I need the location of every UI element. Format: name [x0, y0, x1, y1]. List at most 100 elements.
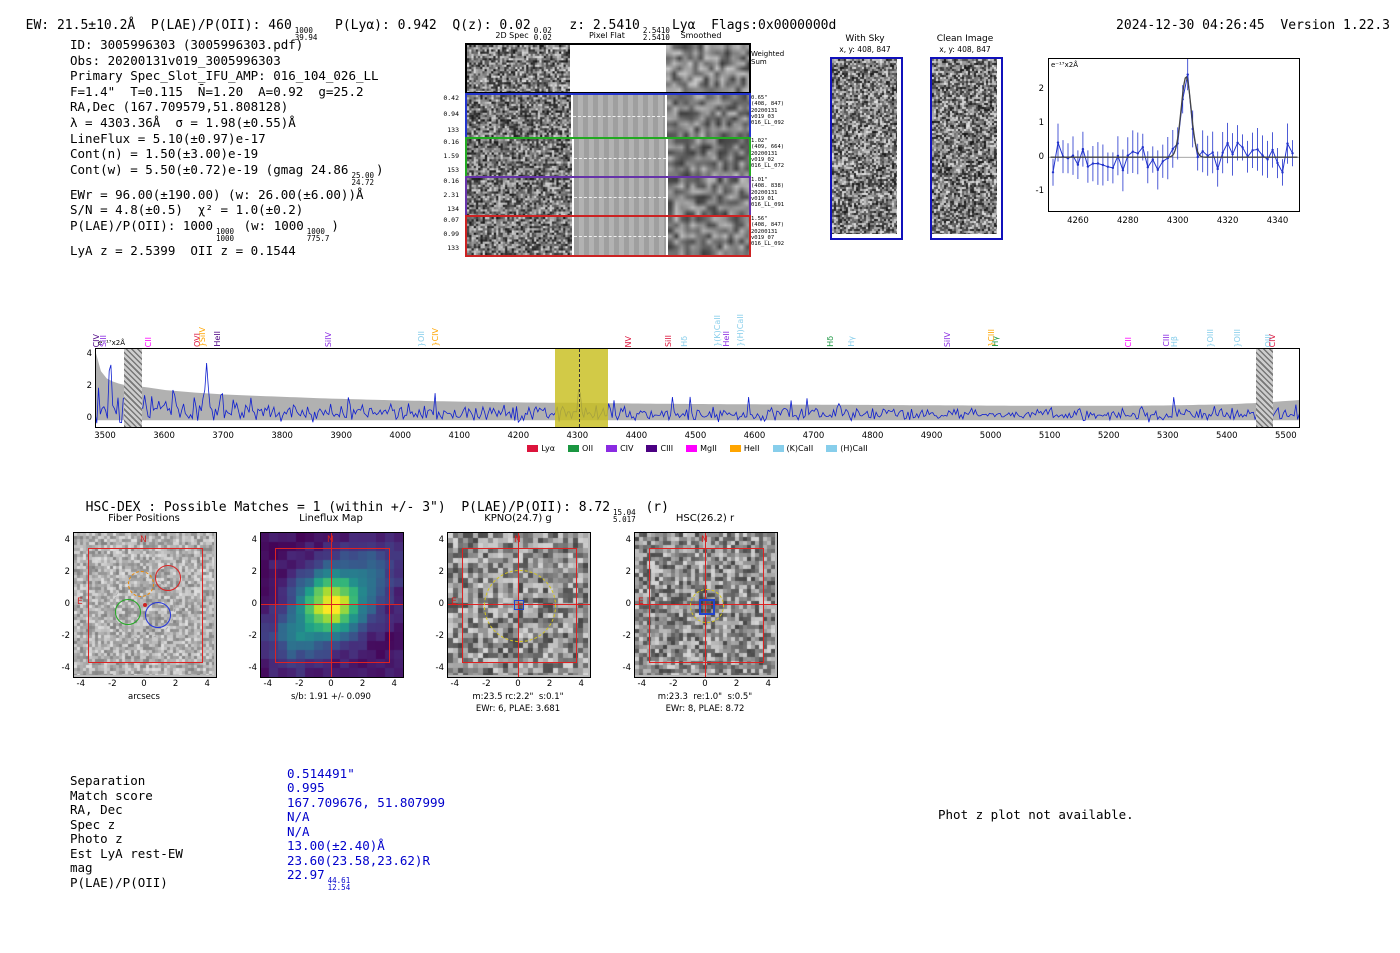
- fiber-row-values: 0.07 0.99 133: [437, 215, 461, 253]
- ann-line: 1.01": [751, 177, 768, 183]
- match-value-score: 0.995: [287, 780, 325, 795]
- info-wavelength: λ = 4303.36Å σ = 1.98(±0.55)Å: [70, 114, 296, 130]
- legend-item: (H)CaII: [826, 444, 868, 453]
- crosshair-horizontal: [261, 604, 403, 605]
- info-slot: Primary Spec_Slot_IFU_AMP: 016_104_026_L…: [70, 68, 379, 84]
- zoom-x-tick-label: 4320: [1216, 216, 1239, 226]
- ann-line: v019_01: [751, 195, 775, 202]
- legend-swatch: [826, 445, 838, 452]
- spec2d-weighted-row: [465, 43, 751, 94]
- catalog-object-marker: [699, 599, 715, 615]
- cutout-x-tick-label: -2: [295, 679, 304, 689]
- info-cont-w: Cont(w) = 5.50(±0.72)e-19 (gmag 24.86 25.…: [70, 162, 384, 187]
- catalog-match-suffix: (r): [637, 500, 669, 515]
- north-compass-label: N: [327, 535, 334, 545]
- fiber-val: 0.07: [443, 216, 459, 224]
- emission-line-label: SiII: [663, 334, 673, 347]
- legend-item: (K)CaII: [772, 444, 813, 453]
- ann-line: 016_LL_092: [751, 120, 785, 127]
- zoom-x-tick-label: 4300: [1166, 216, 1189, 226]
- hsc-caption-1: m:23.3 re:1.0" s:0.5": [657, 692, 753, 702]
- info-plae: P(LAE)/P(OII): 1000 1000 1000 (w: 1000 1000…: [70, 218, 384, 243]
- legend-item: HeII: [729, 444, 760, 453]
- legend-label: CIII: [660, 444, 674, 453]
- legend-swatch: [646, 445, 658, 452]
- fiber-circle: [144, 601, 171, 628]
- match-value-separation: 0.514491": [287, 765, 355, 781]
- legend-label: MgII: [700, 444, 717, 453]
- fiber-val: 0.94: [443, 110, 459, 118]
- cutout-x-tick-label: 0: [141, 679, 147, 689]
- spectrum-x-tick-label: 5500: [1275, 431, 1297, 441]
- frac-hi: 2.5410: [642, 26, 670, 35]
- frac-lo: 5.017: [613, 515, 636, 525]
- plae-range-1: 1000 1000: [216, 227, 234, 242]
- cutout-x-tick-label: 2: [546, 679, 553, 689]
- info-cont-w-close: ): [376, 161, 384, 177]
- header-plae: P(LAE)/P(OII): 460: [135, 18, 292, 33]
- fiber-val: 134: [447, 205, 459, 213]
- lineflux-map-panel: N: [260, 532, 404, 678]
- frac-hi: 25.00: [351, 170, 375, 180]
- weighted-label-2: Sum: [751, 58, 767, 66]
- frac-hi: 1000: [294, 26, 313, 35]
- legend-label: CIV: [620, 444, 634, 453]
- cutout-y-tick-label: 4: [251, 535, 257, 545]
- cutout-x-tick-label: -4: [450, 679, 460, 689]
- header-z-range: 2.5410 2.5410: [643, 27, 670, 42]
- fiber-val: 133: [447, 244, 459, 252]
- info-sn: S/N = 4.8(±0.5) χ² = 1.0(±0.2): [70, 202, 304, 218]
- ann-line: 1.56": [751, 216, 768, 222]
- kpno-caption-1: m:23.5 rc:2.2" s:0.1": [472, 692, 564, 702]
- hsc-cutout-panel: N E: [634, 532, 778, 678]
- east-compass-label: E: [451, 597, 457, 607]
- report-timestamp: 2024-12-30 04:26:45: [1116, 18, 1265, 33]
- info-ewr: EWr = 96.00(±190.00) (w: 26.00(±6.00))Å: [70, 186, 364, 202]
- cutout-x-tick-label: -2: [108, 679, 117, 689]
- with-sky-image-box: [830, 57, 903, 240]
- legend-item: Lyα: [527, 444, 555, 453]
- legend-label: Lyα: [541, 444, 556, 453]
- emission-line-label: Hδ: [825, 336, 835, 347]
- cutout-y-tick-label: -4: [248, 663, 257, 673]
- zoom-y-tick-label: 2: [1038, 83, 1044, 94]
- east-compass-label: E: [77, 597, 83, 607]
- ann-line: v019_02: [751, 156, 775, 163]
- catalog-match-header: HSC-DEX : Possible Matches = 1 (within +…: [70, 485, 669, 524]
- photz-note: Phot z plot not available.: [938, 807, 1134, 822]
- report-version: Version 1.22.3: [1280, 18, 1390, 33]
- with-sky-title: With Sky: [845, 34, 885, 44]
- cutout-x-tick-label: -4: [76, 679, 86, 689]
- emission-line-label: HeII: [721, 331, 731, 347]
- legend-swatch: [729, 445, 741, 452]
- emission-line-label: }OII: [417, 330, 427, 347]
- spectrum-x-tick-label: 3700: [212, 431, 234, 441]
- zoom-y-tick-label: -1: [1035, 186, 1044, 197]
- lineflux-caption: s/b: 1.91 +/- 0.090: [291, 692, 371, 702]
- lineflux-map-image: [261, 533, 403, 677]
- fiber-row-values: 0.42 0.94 133: [437, 93, 461, 135]
- cutout-y-tick-label: 0: [625, 599, 631, 609]
- fiber-positions-panel: N E: [73, 532, 217, 678]
- cutout-y-tick-label: -4: [622, 663, 631, 673]
- header-meta: 2024-12-30 04:26:45 Version 1.22.3: [1100, 3, 1390, 33]
- plae-range-2: 1000 775.7: [307, 227, 330, 242]
- match-value-plae: 22.97 44.61 12.54: [287, 867, 352, 892]
- ifu-footprint-box: [275, 548, 390, 663]
- header-ztype: Lyα: [671, 18, 696, 33]
- emission-line-label: HeII: [213, 331, 223, 347]
- info-plae-text: P(LAE)/P(OII): 1000: [70, 217, 213, 233]
- cutout-x-tick-label: 0: [328, 679, 334, 689]
- spectrum-x-tick-label: 3500: [94, 431, 116, 441]
- spectrum-x-tick-label: 4900: [920, 431, 943, 441]
- ann-line: (408, 847): [751, 222, 785, 229]
- match-label-plae: P(LAE)/P(OII): [70, 874, 168, 890]
- detection-centroid-marker: [143, 603, 147, 607]
- legend-item: CIII: [646, 444, 673, 453]
- emission-line-label: }(K)CaII: [712, 315, 722, 347]
- spec2d-fiber-row: [465, 93, 751, 139]
- catalog-plae-range: 15.04 5.017: [613, 509, 636, 524]
- match-value-plae-main: 22.97: [287, 867, 325, 882]
- header-ew: EW: 21.5±10.2Å: [25, 18, 136, 33]
